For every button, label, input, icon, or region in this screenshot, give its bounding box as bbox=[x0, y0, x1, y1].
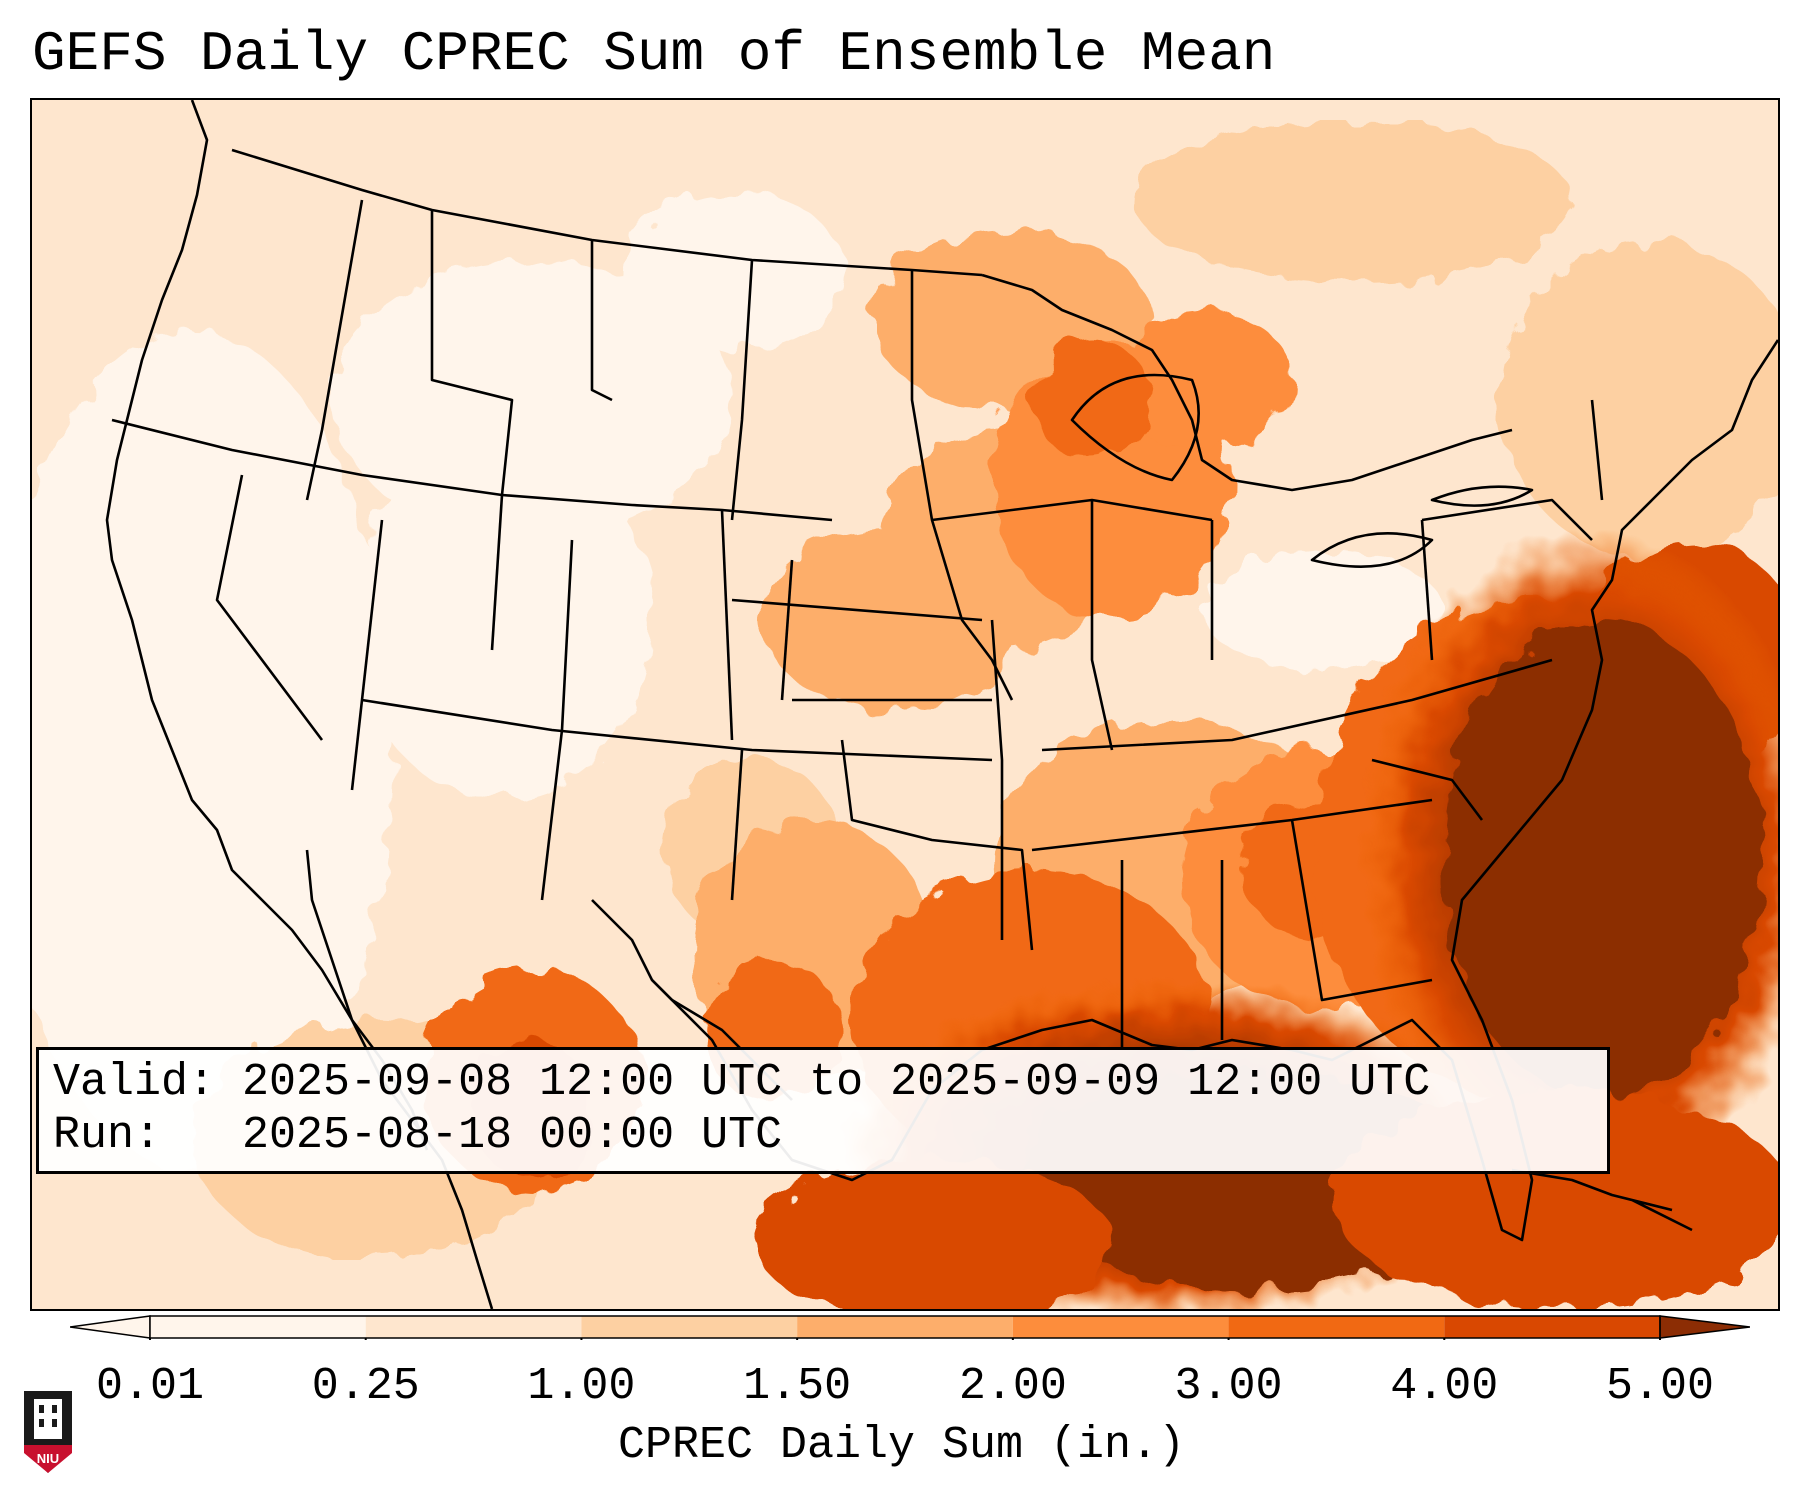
colorbar-segment bbox=[581, 1316, 798, 1338]
state-line-sc bbox=[1371, 758, 1484, 821]
lake-michigan-huron bbox=[1070, 373, 1200, 482]
state-line-t bbox=[1090, 500, 1114, 751]
colorbar-label: CPREC Daily Sum (in.) bbox=[617, 1420, 1186, 1471]
state-line-b bbox=[215, 474, 324, 741]
niu-logo: NIU bbox=[24, 1391, 72, 1473]
state-line-j bbox=[361, 698, 993, 762]
state-line-z bbox=[1290, 819, 1433, 1002]
colorbar-tick-label: 1.50 bbox=[743, 1361, 852, 1412]
colorbar-tick-label: 4.00 bbox=[1390, 1361, 1499, 1412]
border-great-lakes bbox=[981, 273, 1513, 492]
colorbar-extend-high bbox=[1659, 1315, 1750, 1339]
colorbar-extend-low bbox=[70, 1315, 151, 1339]
colorbar-outline bbox=[149, 1315, 1661, 1339]
colorbar-segment bbox=[365, 1316, 582, 1338]
state-line-m bbox=[780, 559, 794, 701]
colorbar-segment bbox=[1012, 1316, 1229, 1338]
logo-text: NIU bbox=[37, 1451, 59, 1466]
colorbar-tick-label: 0.25 bbox=[311, 1361, 420, 1412]
state-line-ne bbox=[1590, 399, 1604, 501]
colorbar-tick-label: 5.00 bbox=[1605, 1361, 1715, 1412]
colorbar-tick-label: 1.00 bbox=[527, 1361, 636, 1412]
colorbar-segment bbox=[1228, 1316, 1445, 1338]
border-rio-grande bbox=[591, 899, 793, 1101]
colorbar-tick-label: 0.01 bbox=[95, 1361, 205, 1412]
colorbar bbox=[70, 1315, 1750, 1340]
lake-erie bbox=[1310, 532, 1434, 568]
colorbar-segment bbox=[797, 1316, 1013, 1338]
state-line-h bbox=[490, 494, 504, 651]
colorbar-tick-label: 2.00 bbox=[958, 1361, 1067, 1412]
islands-caribbean bbox=[1511, 1168, 1693, 1232]
state-line-n bbox=[731, 598, 983, 622]
colorbar-tick-label: 3.00 bbox=[1174, 1361, 1283, 1412]
logo-tower bbox=[34, 1399, 62, 1439]
state-line-e bbox=[590, 240, 613, 402]
colorbar-segment bbox=[150, 1316, 366, 1338]
state-line-r bbox=[990, 619, 1004, 940]
state-line-v bbox=[1041, 658, 1553, 752]
valid-time-line: Valid: 2025-09-08 12:00 UTC to 2025-09-0… bbox=[53, 1057, 1431, 1108]
map-title: GEFS Daily CPREC Sum of Ensemble Mean bbox=[32, 22, 1276, 86]
run-time-line: Run: 2025-08-18 00:00 UTC bbox=[53, 1110, 783, 1161]
state-line-l bbox=[720, 509, 734, 741]
state-line-q bbox=[840, 739, 1034, 951]
logo-banner bbox=[24, 1445, 72, 1473]
state-line-c bbox=[305, 199, 364, 501]
state-line-pa bbox=[1420, 519, 1434, 661]
state-line-ny bbox=[1421, 498, 1593, 541]
valid-run-info: Valid: 2025-09-08 12:00 UTC to 2025-09-0… bbox=[36, 1047, 1610, 1174]
colorbar-segment bbox=[1444, 1316, 1660, 1338]
state-line-p bbox=[730, 749, 744, 901]
state-line-k bbox=[540, 539, 574, 901]
state-line-d bbox=[430, 210, 514, 496]
state-line-f bbox=[730, 259, 754, 521]
lake-ontario bbox=[1430, 485, 1534, 507]
